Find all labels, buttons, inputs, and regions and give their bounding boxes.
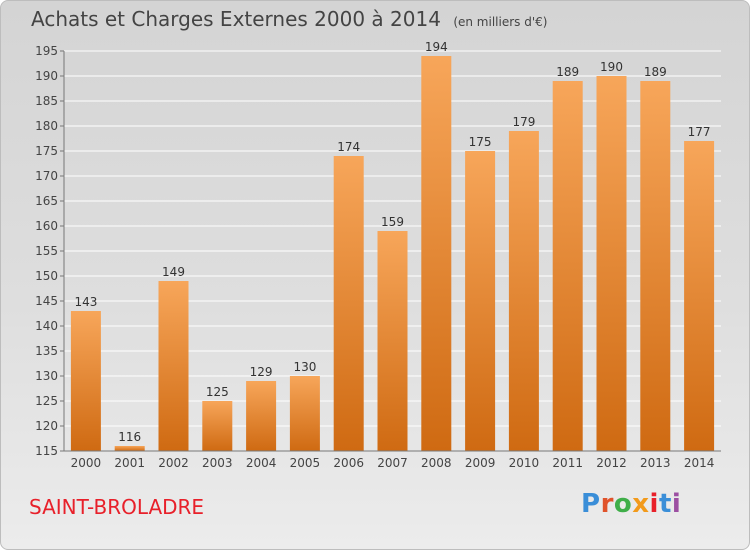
value-label: 130 xyxy=(293,360,316,374)
x-tick-label: 2008 xyxy=(421,456,452,470)
x-tick-label: 2005 xyxy=(290,456,321,470)
y-tick-label: 170 xyxy=(35,169,58,183)
y-tick-label: 190 xyxy=(35,69,58,83)
y-axis: 115 120 125 130 135 140 145 150 155 160 165 170 175 1… xyxy=(35,44,65,458)
y-tick-label: 165 xyxy=(35,194,58,208)
logo-letter: o xyxy=(613,489,633,519)
y-tick-label: 120 xyxy=(35,419,58,433)
y-tick-label: 115 xyxy=(35,444,58,458)
logo-letter: t xyxy=(658,489,672,519)
value-label: 175 xyxy=(469,135,492,149)
value-label: 149 xyxy=(162,265,185,279)
bar-2003 xyxy=(202,401,233,451)
town-name: SAINT-BROLADRE xyxy=(29,495,205,519)
bar-2010 xyxy=(508,131,539,451)
value-label: 159 xyxy=(381,215,404,229)
bar-2009 xyxy=(465,151,496,451)
x-tick-label: 2010 xyxy=(509,456,540,470)
x-tick-label: 2002 xyxy=(158,456,189,470)
bar-2008 xyxy=(421,56,452,451)
bar-2014 xyxy=(684,141,715,451)
value-label: 190 xyxy=(600,60,623,74)
bar-2001 xyxy=(114,446,145,451)
value-label: 143 xyxy=(74,295,97,309)
y-tick-label: 150 xyxy=(35,269,58,283)
bar-2002 xyxy=(158,281,189,451)
bar-2004 xyxy=(246,381,277,451)
x-tick-label: 2007 xyxy=(377,456,408,470)
x-tick-label: 2000 xyxy=(71,456,102,470)
y-tick-label: 140 xyxy=(35,319,58,333)
bars: 143 116 149 125 129 130 174 159 194 175 179 189 190 1… xyxy=(70,40,715,451)
value-label: 116 xyxy=(118,430,141,444)
bar-2011 xyxy=(552,81,583,451)
y-tick-label: 195 xyxy=(35,44,58,58)
value-label: 194 xyxy=(425,40,448,54)
x-tick-label: 2004 xyxy=(246,456,277,470)
x-tick-label: 2011 xyxy=(552,456,583,470)
value-label: 189 xyxy=(556,65,579,79)
unit-subtitle: (en milliers d'€) xyxy=(453,15,548,29)
x-axis: 2000 2001 2002 2003 2004 2005 2006 2007 2008 2009… xyxy=(64,450,721,470)
chart-title: Achats et Charges Externes 2000 à 2014 (… xyxy=(31,7,547,31)
y-tick-label: 155 xyxy=(35,244,58,258)
x-tick-label: 2012 xyxy=(596,456,627,470)
x-tick-label: 2014 xyxy=(684,456,715,470)
value-label: 174 xyxy=(337,140,360,154)
y-tick-label: 130 xyxy=(35,369,58,383)
y-tick-label: 160 xyxy=(35,219,58,233)
y-tick-label: 125 xyxy=(35,394,58,408)
x-tick-label: 2013 xyxy=(640,456,671,470)
value-label: 129 xyxy=(250,365,273,379)
bar-2005 xyxy=(289,376,320,451)
value-label: 179 xyxy=(512,115,535,129)
bar-2012 xyxy=(596,76,627,451)
proxiti-logo: Proxiti xyxy=(581,489,681,519)
bar-2006 xyxy=(333,156,364,451)
title-text: Achats et Charges Externes 2000 à 2014 xyxy=(31,7,441,31)
bar-2000 xyxy=(70,311,101,451)
bar-2007 xyxy=(377,231,408,451)
logo-letter: x xyxy=(632,489,650,519)
x-tick-label: 2006 xyxy=(333,456,364,470)
x-tick-label: 2001 xyxy=(114,456,145,470)
logo-letter: i xyxy=(649,489,659,519)
bar-2013 xyxy=(640,81,671,451)
logo-letter: P xyxy=(581,489,601,519)
y-tick-label: 135 xyxy=(35,344,58,358)
y-tick-label: 175 xyxy=(35,144,58,158)
x-tick-label: 2009 xyxy=(465,456,496,470)
y-tick-label: 180 xyxy=(35,119,58,133)
value-label: 177 xyxy=(688,125,711,139)
value-label: 189 xyxy=(644,65,667,79)
logo-letter: r xyxy=(600,489,614,519)
y-tick-label: 185 xyxy=(35,94,58,108)
value-label: 125 xyxy=(206,385,229,399)
y-tick-label: 145 xyxy=(35,294,58,308)
x-tick-label: 2003 xyxy=(202,456,233,470)
logo-letter: i xyxy=(671,489,682,519)
